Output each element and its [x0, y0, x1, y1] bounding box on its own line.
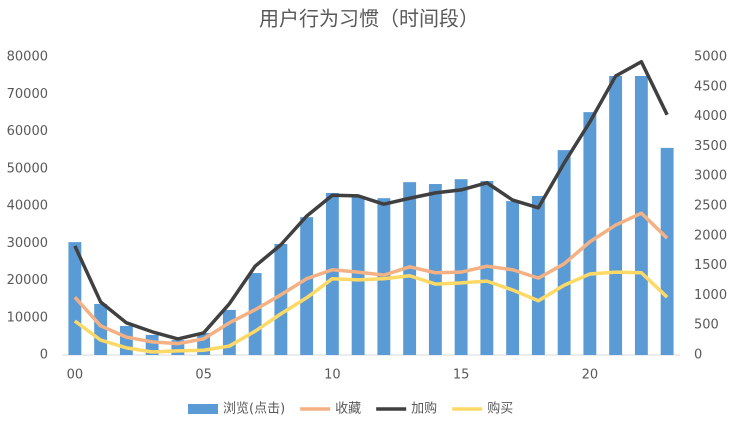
bar: [609, 75, 623, 355]
y-tick-label: 10000: [7, 310, 48, 325]
bar: [351, 195, 365, 355]
y-tick-label: 0: [40, 348, 48, 363]
y-tick-label: 50000: [7, 161, 48, 176]
bar: [454, 179, 468, 355]
legend-swatch: [188, 404, 218, 414]
bar: [660, 147, 674, 355]
y2-tick-label: 1500: [694, 258, 727, 273]
y2-tick-label: 0: [694, 348, 702, 363]
x-tick-label: 15: [453, 368, 470, 383]
legend-label: 浏览(点击): [223, 401, 285, 417]
x-tick-label: 05: [195, 368, 212, 383]
bar: [248, 273, 262, 355]
y2-tick-label: 5000: [694, 50, 727, 65]
legend-label: 收藏: [335, 402, 361, 417]
y-tick-label: 40000: [7, 199, 48, 214]
y2-tick-label: 2500: [694, 199, 727, 214]
y2-tick-label: 3500: [694, 139, 727, 154]
bar: [428, 184, 442, 355]
bar: [557, 150, 571, 355]
y-tick-label: 70000: [7, 87, 48, 102]
legend-label: 购买: [487, 401, 513, 417]
x-tick-label: 20: [582, 368, 599, 383]
bar: [274, 243, 288, 355]
y-tick-label: 60000: [7, 124, 48, 139]
y-tick-label: 20000: [7, 273, 48, 288]
line: [73, 211, 669, 346]
bar: [506, 201, 520, 355]
x-tick-label: 00: [67, 368, 84, 383]
bar: [480, 181, 494, 355]
bar: [300, 217, 314, 355]
y-tick-label: 30000: [7, 236, 48, 251]
line: [73, 270, 669, 354]
bar: [119, 325, 133, 355]
y2-tick-label: 1000: [694, 288, 727, 303]
bar: [583, 112, 597, 355]
y2-tick-label: 500: [694, 318, 719, 333]
y-tick-label: 80000: [7, 50, 48, 65]
y2-tick-label: 2000: [694, 228, 727, 243]
legend-label: 加购: [411, 401, 437, 417]
bar: [531, 195, 545, 355]
bar: [325, 192, 339, 355]
y2-tick-label: 4500: [694, 79, 727, 94]
x-tick-label: 10: [324, 368, 341, 383]
line: [73, 60, 669, 341]
y2-tick-label: 3000: [694, 169, 727, 184]
y2-tick-label: 4000: [694, 109, 727, 124]
chart-title: 用户行为习惯（时间段）: [259, 7, 479, 31]
